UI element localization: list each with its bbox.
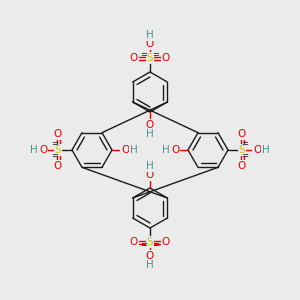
- Text: H: H: [146, 260, 154, 270]
- Text: =: =: [140, 241, 148, 250]
- Text: =: =: [140, 50, 148, 59]
- Text: =: =: [152, 50, 160, 59]
- Text: O: O: [146, 251, 154, 261]
- Text: S: S: [147, 237, 153, 247]
- Text: =: =: [52, 140, 58, 148]
- Text: H: H: [130, 145, 138, 155]
- Text: O: O: [54, 129, 62, 139]
- Text: O: O: [130, 237, 138, 247]
- Text: S: S: [147, 53, 153, 63]
- Text: O: O: [54, 161, 62, 171]
- Text: H: H: [30, 145, 38, 155]
- Text: O: O: [162, 237, 170, 247]
- Text: O: O: [146, 39, 154, 49]
- Text: O: O: [171, 145, 179, 155]
- Text: O: O: [253, 145, 261, 155]
- Text: H: H: [146, 161, 154, 171]
- Text: O: O: [238, 129, 246, 139]
- Text: S: S: [239, 145, 245, 155]
- Text: H: H: [162, 145, 170, 155]
- Text: O: O: [146, 120, 154, 130]
- Text: =: =: [242, 152, 248, 160]
- Text: H: H: [146, 30, 154, 40]
- Text: =: =: [152, 241, 160, 250]
- Text: H: H: [262, 145, 270, 155]
- Text: O: O: [121, 145, 129, 155]
- Text: =: =: [242, 140, 248, 148]
- Text: S: S: [55, 145, 61, 155]
- Text: O: O: [39, 145, 47, 155]
- Text: O: O: [130, 53, 138, 63]
- Text: =: =: [52, 152, 58, 160]
- Text: O: O: [162, 53, 170, 63]
- Text: O: O: [238, 161, 246, 171]
- Text: O: O: [146, 170, 154, 180]
- Text: H: H: [146, 129, 154, 139]
